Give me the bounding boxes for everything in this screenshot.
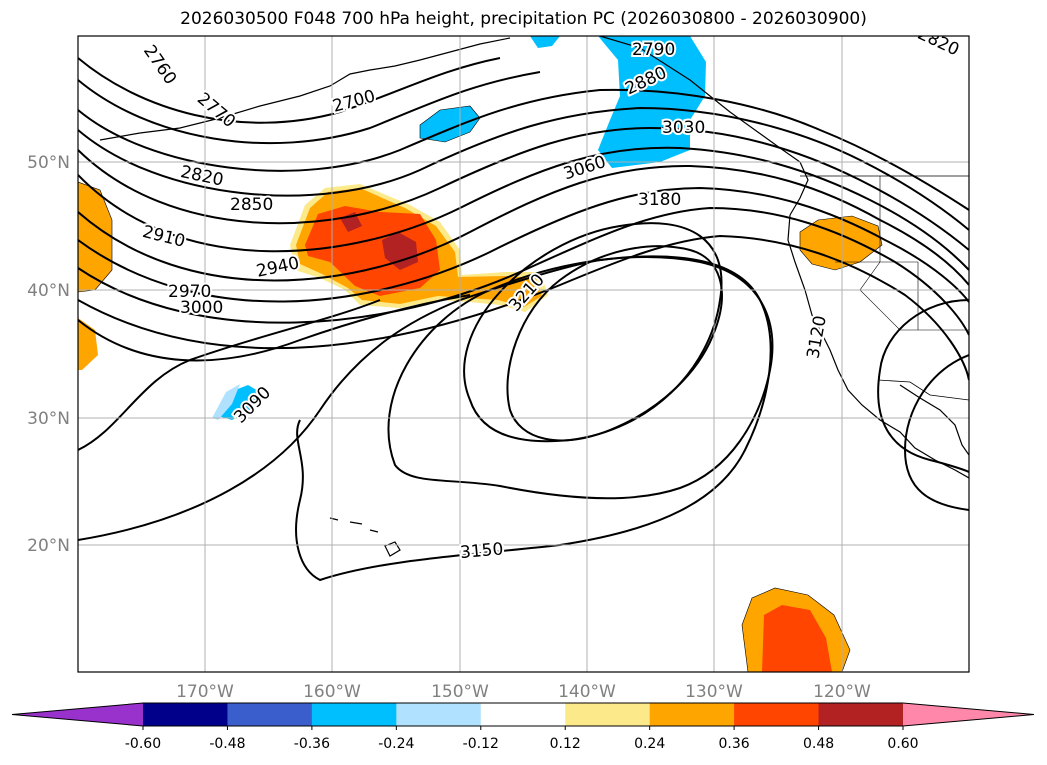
coastline-aleutians — [99, 37, 511, 141]
lon-label-170w: 170°W — [176, 682, 234, 702]
contour-label-3030: 3030 — [662, 118, 705, 138]
colorbar-box — [565, 703, 651, 726]
contour-label-3150: 3150 — [459, 539, 504, 563]
lon-label-140w: 140°W — [558, 682, 616, 702]
contour-label-3180: 3180 — [638, 190, 681, 210]
precip-positive-central-red — [305, 206, 440, 296]
contour-label-2790: 2790 — [632, 40, 675, 60]
colorbar-tick-label: 0.36 — [719, 736, 750, 752]
lon-label-160w: 160°W — [303, 682, 361, 702]
lon-label-120w: 120°W — [813, 682, 871, 702]
contour-3150-loop — [387, 256, 774, 500]
colorbar-tick-label: -0.24 — [378, 736, 414, 752]
colorbar-tick-label: -0.60 — [125, 736, 161, 752]
lon-label-130w: 130°W — [685, 682, 743, 702]
map-frame — [77, 35, 970, 673]
chart-title: 2026030500 F048 700 hPa height, precipit… — [180, 9, 867, 29]
colorbar-box — [396, 703, 482, 726]
colorbar-tick-label: -0.12 — [463, 736, 499, 752]
contour-2760 — [78, 57, 501, 124]
contour-3210-loop — [506, 245, 723, 442]
colorbar-extend-min — [12, 703, 143, 726]
colorbar-tick-label: -0.48 — [209, 736, 245, 752]
contour-label-3000: 3000 — [180, 298, 223, 318]
contour-2910 — [78, 126, 969, 251]
precip-positive-west-edge — [78, 181, 113, 293]
colorbar-box — [143, 703, 228, 726]
gridlines — [78, 36, 969, 672]
precip-positive-central-darkred-2 — [382, 232, 418, 270]
coastline-west-coast — [787, 214, 969, 479]
contour-2770 — [78, 71, 541, 145]
lat-label-50n: 50°N — [27, 153, 70, 173]
colorbar-tick-label: 0.12 — [550, 736, 581, 752]
colorbar-extend-max — [903, 703, 1034, 726]
colorbar-box — [227, 703, 313, 726]
border-us-mexico — [877, 379, 969, 401]
contour-2940 — [78, 146, 969, 271]
contour-3060 — [78, 234, 969, 381]
contour-3030 — [78, 206, 969, 336]
colorbar-box — [480, 703, 566, 726]
precip-positive-california — [799, 215, 883, 271]
precip-negative-north-a — [530, 36, 560, 48]
hawaii-islands — [329, 517, 401, 557]
colorbar: -0.60 -0.48 -0.36 -0.24 -0.12 0.12 0.24 0.36 0.4… — [11, 702, 1035, 752]
colorbar-tick-label: 0.48 — [803, 736, 834, 752]
lat-label-40n: 40°N — [27, 281, 70, 301]
lat-label-30n: 30°N — [27, 409, 70, 429]
contour-east-edge — [903, 354, 969, 511]
contour-3090 — [78, 294, 471, 362]
contour-2850 — [78, 106, 969, 231]
contour-2820 — [78, 88, 969, 211]
contour-label-2970: 2970 — [168, 282, 211, 302]
colorbar-box — [734, 703, 820, 726]
colorbar-box — [311, 703, 397, 726]
contour-label-2850: 2850 — [230, 195, 273, 215]
colorbar-tick-label: 0.24 — [634, 736, 665, 752]
colorbar-tick-label: 0.60 — [887, 736, 918, 752]
lon-label-150w: 150°W — [431, 682, 489, 702]
coastlines — [99, 36, 969, 557]
precip-positive-south-red — [762, 605, 832, 672]
contour-3000 — [78, 186, 969, 303]
height-contours — [78, 57, 969, 582]
colorbar-tick-label: -0.36 — [294, 736, 330, 752]
contour-2970 — [78, 164, 969, 286]
colorbar-box — [649, 703, 735, 726]
precip-negative-small — [215, 385, 260, 420]
colorbar-box — [818, 703, 904, 726]
map-area: 2760 2770 2700 2820 2850 2910 2940 2970 … — [78, 36, 969, 672]
lat-label-20n: 20°N — [27, 536, 70, 556]
contour-3120-east — [877, 299, 969, 473]
precip-negative-coast — [598, 36, 706, 168]
coastline-alaska-southeast — [599, 36, 809, 216]
contour-3150-outer — [78, 255, 772, 582]
precip-negative-small-light — [212, 384, 240, 420]
